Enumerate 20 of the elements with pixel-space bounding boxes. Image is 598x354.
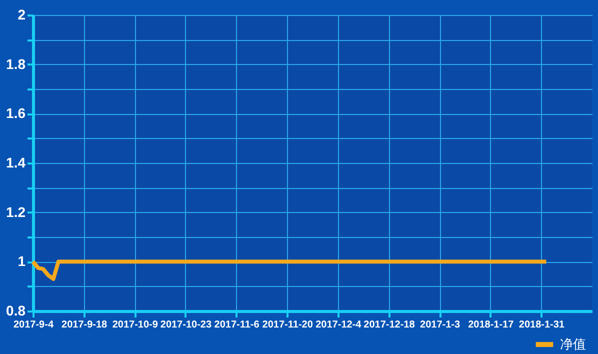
y-tick-label: 0.8 xyxy=(6,302,26,318)
x-tick-label: 2017-11-20 xyxy=(262,320,314,330)
legend-label: 净值 xyxy=(560,338,586,352)
y-tick-label: 1.6 xyxy=(6,105,26,122)
line-series xyxy=(31,260,548,281)
x-tick-label: 2017-12-18 xyxy=(364,320,416,330)
x-tick-label: 2017-10-9 xyxy=(112,320,158,330)
x-tick-label: 2017-11-6 xyxy=(214,320,260,330)
x-tick-label: 2017-10-23 xyxy=(160,320,212,330)
y-tick-label: 1.8 xyxy=(6,56,26,72)
x-tick-label: 2018-1-17 xyxy=(468,320,514,330)
x-tick-label: 2018-1-31 xyxy=(518,320,565,330)
y-tick-label: 1.4 xyxy=(6,154,26,170)
y-tick-label: 2 xyxy=(18,6,26,22)
y-tick-label: 1.2 xyxy=(6,204,26,220)
x-tick-label: 2017-9-4 xyxy=(13,320,54,330)
y-tick-label: 1 xyxy=(18,253,26,270)
x-tick-label: 2017-12-4 xyxy=(316,320,362,330)
x-tick-label: 2017-1-3 xyxy=(420,320,460,330)
x-tick-label: 2017-9-18 xyxy=(62,320,108,330)
